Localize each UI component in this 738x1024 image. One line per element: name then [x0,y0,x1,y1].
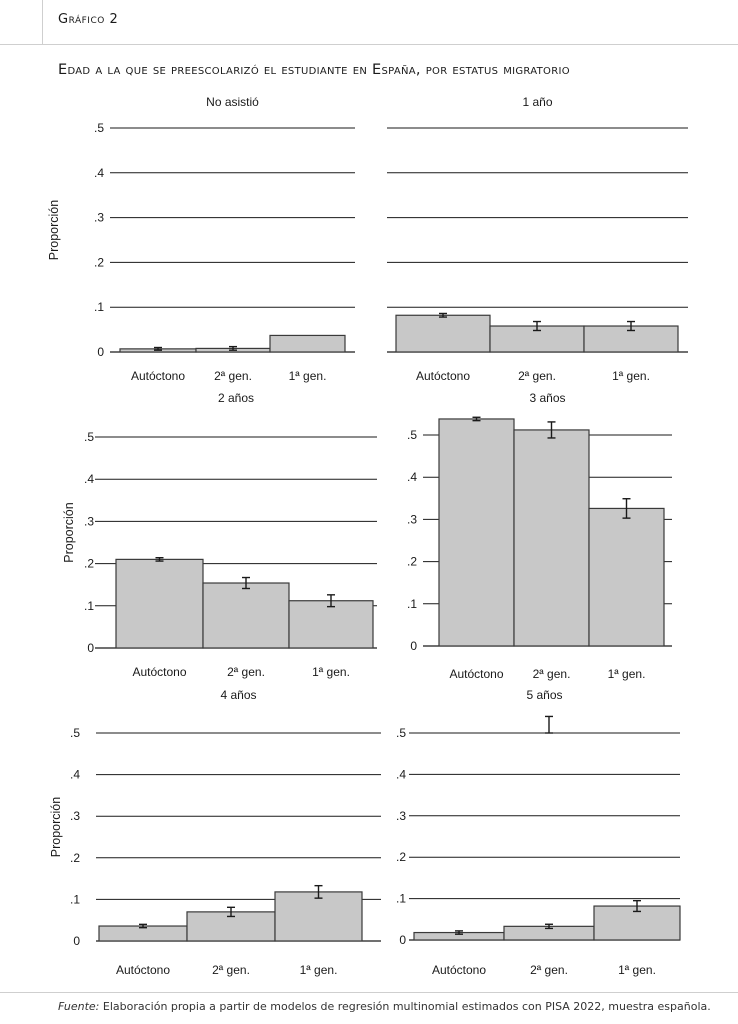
panel-1-ylabel: Proporción [47,200,61,260]
panel-5-ytick-label: .4 [70,768,80,782]
panel-2-category-label: 2ª gen. [518,369,556,383]
panel-1-ytick-label: .3 [94,211,104,225]
panel-4-ytick-label: .1 [407,597,417,611]
panel-5-bar-3 [274,891,363,942]
panel-1-ytick-label: .4 [94,166,104,180]
panel-3-category-label: 1ª gen. [312,665,350,679]
panel-4-ytick-label: .5 [407,428,417,442]
panel-5-ytick-label: .1 [70,892,80,906]
panel-4-ytick-label: .4 [407,470,417,484]
panel-6-ytick-label: .1 [396,892,406,906]
panel-3-ytick-label: 0 [87,641,94,655]
panel-2-category-label: 1ª gen. [612,369,650,383]
panel-1-title: No asistió [206,95,259,109]
header-divider [0,44,738,45]
panel-4-ytick-label: .3 [407,512,417,526]
panel-1-category-label: 1ª gen. [289,369,327,383]
footer-divider [0,992,738,993]
panel-4-bar-1 [438,418,515,647]
panel-5-ytick-label: .2 [70,851,80,865]
panel-2-category-label: Autóctono [416,369,470,383]
panel-3-bar-1 [115,558,204,649]
panel-4-ytick-label: .2 [407,555,417,569]
panel-4-category-label: Autóctono [449,667,503,681]
panel-3-ytick-label: .4 [84,472,94,486]
panel-1-category-label: Autóctono [131,369,185,383]
header-divider-vertical [42,0,43,44]
panel-3-ytick-label: .5 [84,430,94,444]
source-label: Fuente: [58,1000,100,1013]
panel-6-ytick-label: 0 [399,933,406,947]
panel-1-category-label: 2ª gen. [214,369,252,383]
panel-6-category-label: Autóctono [432,963,486,977]
panel-1-ytick-label: .1 [94,300,104,314]
panel-1-ytick-label: .5 [94,121,104,135]
panel-5-category-label: 2ª gen. [212,963,250,977]
panel-5-title: 4 años [220,688,256,702]
panel-6-ytick-label: .3 [396,809,406,823]
panel-6-ytick-label: .5 [396,726,406,740]
panel-3-ytick-label: .3 [84,514,94,528]
chart-grid: No asistió 0 .1 .2 .3 .4 .5 Proporción Autóctono… [47,95,688,977]
source-text: Elaboración propia a partir de modelos d… [99,1000,711,1013]
panel-4-bar-3 [588,507,665,647]
panel-1-bar-3 [269,334,346,353]
panel-4-ytick-label: 0 [410,639,417,653]
panel-4-title: 3 años [529,391,565,405]
panel-4-bar-2 [513,429,590,647]
panel-5-category-label: 1ª gen. [300,963,338,977]
panel-6-category-label: 1ª gen. [618,963,656,977]
figure-label: Gráfico 2 [58,12,119,27]
panel-3-ylabel: Proporción [62,502,76,562]
panel-6-title: 5 años [526,688,562,702]
panel-3-bar-3 [288,600,374,649]
panel-3-category-label: 2ª gen. [227,665,265,679]
panel-2-bar-1 [395,314,491,353]
source-note: Fuente: Elaboración propia a partir de m… [58,1000,711,1013]
figure-title: Edad a la que se preescolarizó el estudi… [58,62,570,78]
panel-1-ytick-label: .2 [94,255,104,269]
panel-4-category-label: 2ª gen. [533,667,571,681]
panel-3-title: 2 años [218,391,254,405]
panel-6-ytick-label: .4 [396,767,406,781]
panel-3-bar-2 [202,582,290,649]
panel-5-ylabel: Proporción [49,797,63,857]
panel-5-ytick-label: .5 [70,726,80,740]
panel-6-ytick-label: .2 [396,850,406,864]
panel-2-title: 1 año [522,95,552,109]
panel-3-category-label: Autóctono [132,665,186,679]
panel-1-ytick-label: 0 [97,345,104,359]
panel-5-ytick-label: .3 [70,809,80,823]
panel-6-category-label: 2ª gen. [530,963,568,977]
panel-5-ytick-label: 0 [73,934,80,948]
panel-3-ytick-label: .2 [84,557,94,571]
panel-3-ytick-label: .1 [84,599,94,613]
panel-4-category-label: 1ª gen. [608,667,646,681]
panel-5-category-label: Autóctono [116,963,170,977]
